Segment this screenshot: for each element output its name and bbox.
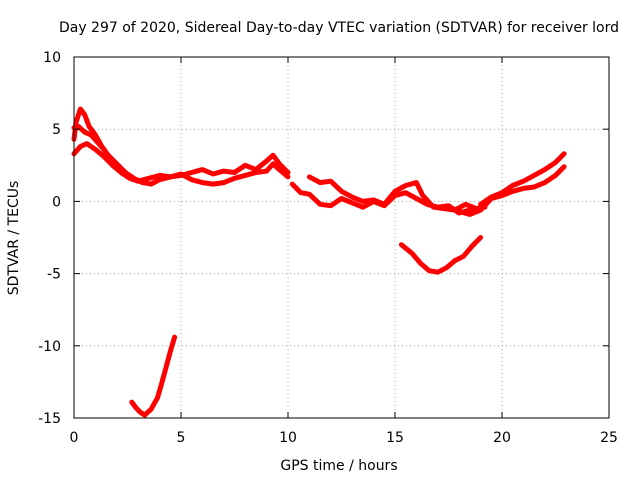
y-tick-label: 0 (52, 194, 61, 210)
x-tick-label: 10 (279, 430, 297, 446)
x-axis-label: GPS time / hours (280, 458, 397, 474)
plot-frame (73, 56, 610, 419)
tick-layer: 0 5 10 15 20 25 -15 -10 -5 0 5 10 (38, 50, 618, 446)
x-tick-label: 20 (493, 430, 511, 446)
x-tick-label: 15 (386, 430, 404, 446)
y-tick-label: 5 (52, 122, 61, 138)
chart-title: Day 297 of 2020, Sidereal Day-to-day VTE… (59, 20, 619, 36)
series-line-arc-bottom-left (129, 334, 178, 418)
x-tick-label: 5 (177, 430, 186, 446)
series-line-track-upper-a (71, 106, 291, 187)
series-line-track-upper-b (71, 141, 291, 184)
series-line-arc-lower-middle (398, 235, 484, 275)
series-line-track-right-b (478, 151, 567, 207)
series-line-track-right (446, 164, 567, 217)
x-tick-label: 25 (600, 430, 618, 446)
grid-layer (74, 57, 609, 418)
y-tick-label: -5 (47, 267, 61, 283)
series-layer (71, 106, 567, 418)
y-axis-label: SDTVAR / TECUs (6, 181, 22, 296)
series-line-track-upper-c (71, 123, 107, 152)
y-tick-label: 10 (43, 50, 61, 66)
y-tick-label: -15 (38, 411, 61, 427)
y-tick-label: -10 (38, 339, 61, 355)
x-tick-label: 0 (70, 430, 79, 446)
